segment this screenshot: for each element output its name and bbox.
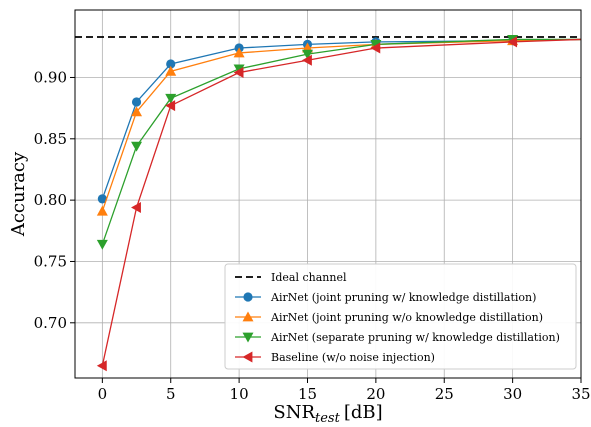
x-tick-label: 30 bbox=[503, 385, 522, 403]
data-point bbox=[131, 106, 143, 117]
data-point bbox=[165, 65, 177, 76]
legend-marker bbox=[242, 332, 254, 343]
x-tick-label: 20 bbox=[366, 385, 385, 403]
legend-marker bbox=[242, 351, 253, 363]
x-tick-label: 25 bbox=[435, 385, 454, 403]
data-point bbox=[166, 59, 176, 69]
legend-label: AirNet (joint pruning w/ knowledge disti… bbox=[270, 291, 536, 304]
data-point bbox=[301, 49, 313, 60]
x-tick-label: 0 bbox=[98, 385, 108, 403]
plot-frame bbox=[74, 9, 582, 379]
data-point bbox=[233, 67, 244, 79]
data-point bbox=[97, 194, 107, 204]
legend-item: AirNet (separate pruning w/ knowledge di… bbox=[235, 331, 560, 344]
x-axis-label-main: SNR bbox=[273, 402, 315, 423]
series-3 bbox=[96, 35, 581, 250]
y-axis-label: Accuracy bbox=[8, 151, 29, 237]
legend-box bbox=[224, 263, 577, 370]
data-point bbox=[233, 64, 245, 75]
series-line bbox=[101, 38, 581, 245]
x-tick-label: 35 bbox=[571, 385, 590, 403]
x-axis-label-unit: [dB] bbox=[344, 402, 383, 423]
series-4 bbox=[96, 36, 582, 372]
data-point bbox=[96, 205, 108, 216]
x-axis-label: SNRtest [dB] bbox=[273, 402, 382, 426]
legend-label: AirNet (joint pruning w/o knowledge dist… bbox=[270, 311, 543, 324]
data-point bbox=[507, 36, 518, 48]
x-axis-label-subscript: test bbox=[315, 411, 341, 426]
y-axis-ticks: 0.70 0.75 0.80 0.85 0.90 bbox=[34, 68, 75, 332]
y-tick-label: 0.90 bbox=[34, 68, 67, 86]
legend-item: AirNet (joint pruning w/o knowledge dist… bbox=[235, 311, 543, 324]
data-point bbox=[370, 39, 382, 50]
x-tick-label: 15 bbox=[298, 385, 317, 403]
y-tick-label: 0.75 bbox=[34, 252, 67, 270]
data-point bbox=[233, 47, 245, 58]
y-tick-label: 0.70 bbox=[34, 314, 67, 332]
data-point bbox=[96, 360, 107, 372]
series-1 bbox=[97, 36, 582, 204]
data-point bbox=[131, 201, 141, 213]
data-point bbox=[165, 100, 176, 112]
series-line bbox=[101, 38, 582, 212]
data-point bbox=[370, 42, 381, 54]
y-tick-label: 0.80 bbox=[34, 191, 67, 209]
legend-label: AirNet (separate pruning w/ knowledge di… bbox=[270, 331, 560, 344]
data-point bbox=[131, 97, 142, 107]
data-point bbox=[96, 239, 108, 250]
data-point bbox=[131, 141, 143, 152]
legend-item: AirNet (joint pruning w/ knowledge disti… bbox=[235, 291, 536, 304]
x-tick-label: 10 bbox=[230, 385, 249, 403]
y-tick-label: 0.85 bbox=[34, 130, 67, 148]
legend-marker bbox=[242, 311, 254, 322]
legend: Ideal channel AirNet (joint pruning w/ kn… bbox=[224, 263, 577, 370]
legend-marker bbox=[243, 292, 253, 302]
legend-label: Ideal channel bbox=[271, 271, 347, 284]
data-point bbox=[165, 93, 177, 104]
legend-item: Ideal channel bbox=[235, 271, 347, 284]
series-group bbox=[96, 35, 582, 372]
x-tick-label: 5 bbox=[166, 385, 176, 403]
legend-item: Baseline (w/o noise injection) bbox=[235, 351, 435, 364]
series-line bbox=[101, 38, 582, 366]
data-point bbox=[301, 54, 312, 66]
x-axis-ticks: 0 5 10 15 20 25 30 35 bbox=[98, 378, 591, 403]
legend-label: Baseline (w/o noise injection) bbox=[271, 351, 435, 364]
